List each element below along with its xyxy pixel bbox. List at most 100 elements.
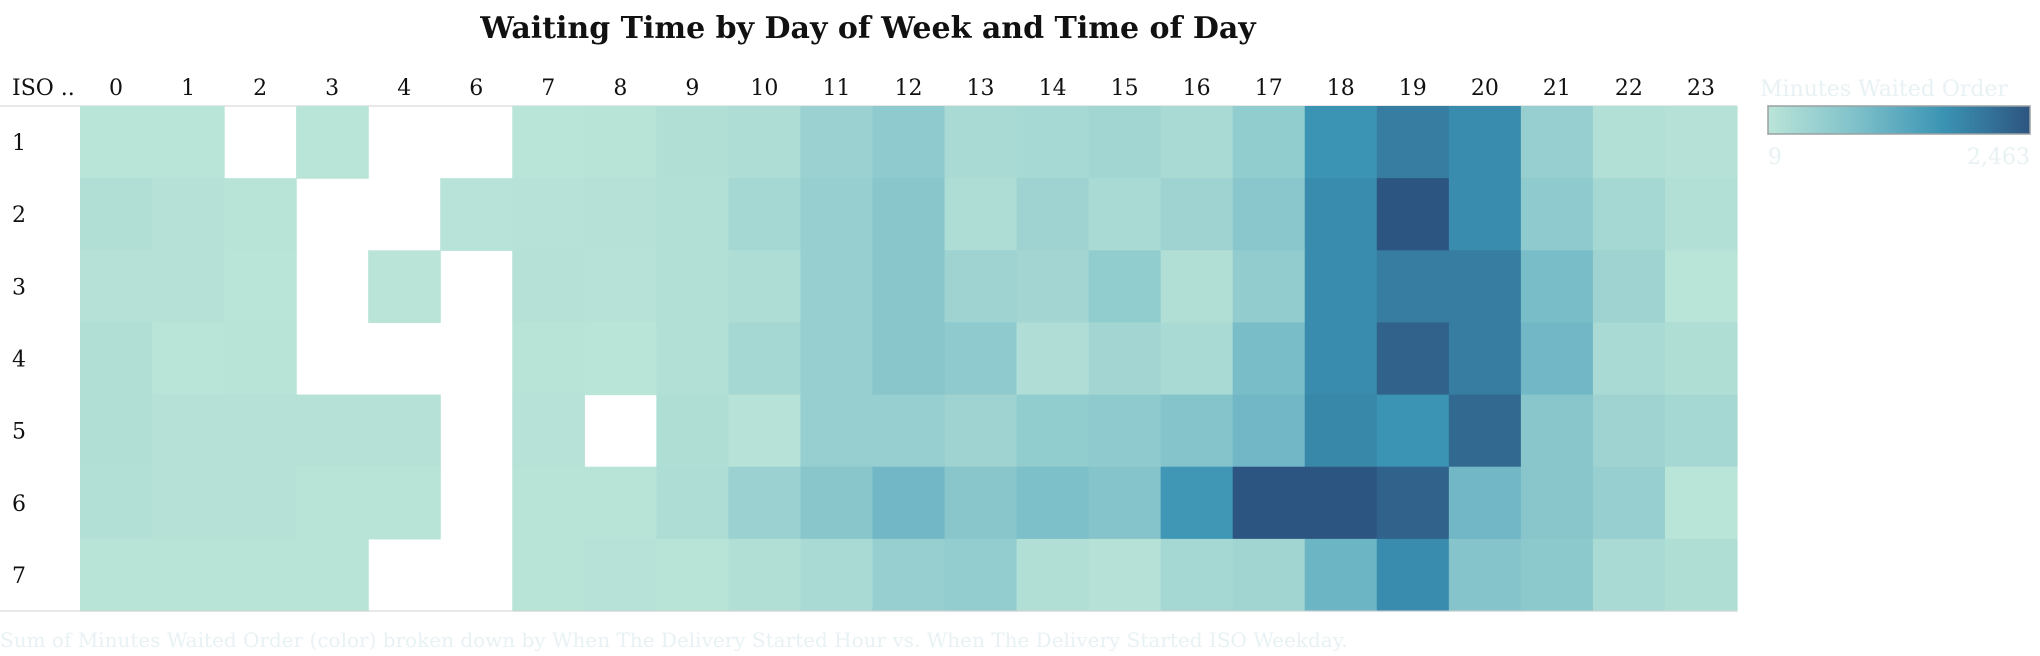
heatmap-cell xyxy=(728,250,802,324)
heatmap-cell xyxy=(152,394,225,468)
row-tick-label: 5 xyxy=(12,420,26,445)
row-tick-label: 6 xyxy=(12,492,26,517)
heatmap-cell xyxy=(1016,106,1090,179)
heatmap-cell xyxy=(296,394,369,468)
column-tick-label: 18 xyxy=(1327,76,1355,101)
row-header: ISO .. xyxy=(12,76,75,101)
column-tick-label: 16 xyxy=(1183,76,1211,101)
column-tick-label: 0 xyxy=(109,76,123,101)
heatmap-cell xyxy=(800,106,874,179)
heatmap-cell xyxy=(584,106,657,179)
column-tick-label: 22 xyxy=(1615,76,1643,101)
column-tick-label: 13 xyxy=(967,76,995,101)
heatmap-cell xyxy=(1088,394,1162,468)
heatmap-cell xyxy=(800,178,874,251)
heatmap-cell xyxy=(1592,466,1666,540)
heatmap-cell xyxy=(1448,466,1522,540)
heatmap-cell xyxy=(1160,106,1234,179)
heatmap-cell xyxy=(1304,178,1378,251)
heatmap-cell xyxy=(1664,538,1738,612)
heatmap-cell xyxy=(584,178,657,251)
legend-max-label: 2,463 xyxy=(1967,145,2030,170)
heatmap-cell xyxy=(1592,250,1666,324)
heatmap-cell xyxy=(1376,538,1450,612)
column-tick-label: 11 xyxy=(822,76,850,101)
heatmap-cell xyxy=(584,322,657,396)
heatmap-cell xyxy=(800,466,874,540)
column-tick-label: 19 xyxy=(1399,76,1427,101)
heatmap-cell xyxy=(368,250,441,324)
heatmap-cell xyxy=(872,178,946,251)
heatmap-cell xyxy=(1376,250,1450,324)
heatmap-cell xyxy=(584,538,657,612)
legend-min-label: 9 xyxy=(1768,145,1782,170)
heatmap-cell xyxy=(1016,466,1090,540)
heatmap-cell xyxy=(1088,250,1162,324)
column-tick-labels: 0 1 2 3 4 6 7 8 9 10 11 12 13 14 15 16 17 18 19 20 21 22 23 xyxy=(109,76,1715,101)
heatmap-cell xyxy=(1232,178,1306,251)
heatmap-cell xyxy=(728,322,802,396)
heatmap-cell xyxy=(296,466,369,540)
column-tick-label: 4 xyxy=(397,76,411,101)
heatmap-cell xyxy=(656,466,729,540)
heatmap-cell xyxy=(80,106,153,179)
column-tick-label: 15 xyxy=(1111,76,1139,101)
heatmap-cell xyxy=(1664,394,1738,468)
heatmap-cell xyxy=(800,538,874,612)
heatmap-cell xyxy=(1160,466,1234,540)
heatmap-cell xyxy=(944,250,1018,324)
heatmap-cell xyxy=(512,178,585,251)
legend-gradient-bar xyxy=(1767,105,2031,135)
heatmap-cell xyxy=(1592,178,1666,251)
heatmap-cell xyxy=(656,106,729,179)
heatmap-cell xyxy=(1232,106,1306,179)
heatmap-cell xyxy=(872,538,946,612)
heatmap-cell xyxy=(512,538,585,612)
column-tick-label: 20 xyxy=(1471,76,1499,101)
heatmap-cell xyxy=(1160,538,1234,612)
heatmap-cell xyxy=(728,466,802,540)
heatmap-cell xyxy=(1520,178,1594,251)
heatmap-cell xyxy=(1088,466,1162,540)
column-tick-label: 10 xyxy=(750,76,778,101)
column-tick-label: 3 xyxy=(325,76,339,101)
heatmap-cell xyxy=(1664,466,1738,540)
heatmap-cell xyxy=(872,106,946,179)
heatmap-cell xyxy=(1376,466,1450,540)
heatmap-cell xyxy=(1016,394,1090,468)
heatmap-cell xyxy=(368,466,441,540)
heatmap-cell xyxy=(1520,250,1594,324)
heatmap-cell xyxy=(1232,394,1306,468)
heatmap-cell xyxy=(1376,322,1450,396)
column-tick-label: 14 xyxy=(1039,76,1067,101)
heatmap-cell xyxy=(1304,322,1378,396)
heatmap-cell xyxy=(800,250,874,324)
heatmap-cell xyxy=(152,466,225,540)
heatmap-cell xyxy=(80,466,153,540)
heatmap-cell xyxy=(152,538,225,612)
heatmap-cell xyxy=(800,322,874,396)
heatmap-cell xyxy=(152,106,225,179)
heatmap-cell xyxy=(1088,538,1162,612)
heatmap-cell xyxy=(80,538,153,612)
legend-title: Minutes Waited Order xyxy=(1760,77,2008,102)
heatmap-cell xyxy=(800,394,874,468)
color-legend: Minutes Waited Order 9 2,463 xyxy=(1760,77,2031,170)
column-tick-label: 1 xyxy=(181,76,195,101)
heatmap-cell xyxy=(944,106,1018,179)
heatmap-cell xyxy=(224,394,297,468)
column-tick-label: 6 xyxy=(469,76,483,101)
row-tick-label: 7 xyxy=(12,564,26,589)
heatmap-cell xyxy=(1376,178,1450,251)
chart-title: Waiting Time by Day of Week and Time of … xyxy=(479,11,1257,46)
heatmap-cell xyxy=(728,106,802,179)
heatmap-cell xyxy=(80,250,153,324)
heatmap-cell xyxy=(224,466,297,540)
heatmap-cell xyxy=(1448,178,1522,251)
heatmap-cell xyxy=(152,178,225,251)
column-tick-label: 17 xyxy=(1255,76,1283,101)
heatmap-cell xyxy=(1664,322,1738,396)
row-tick-label: 2 xyxy=(12,203,26,228)
heatmap-cell xyxy=(1520,466,1594,540)
